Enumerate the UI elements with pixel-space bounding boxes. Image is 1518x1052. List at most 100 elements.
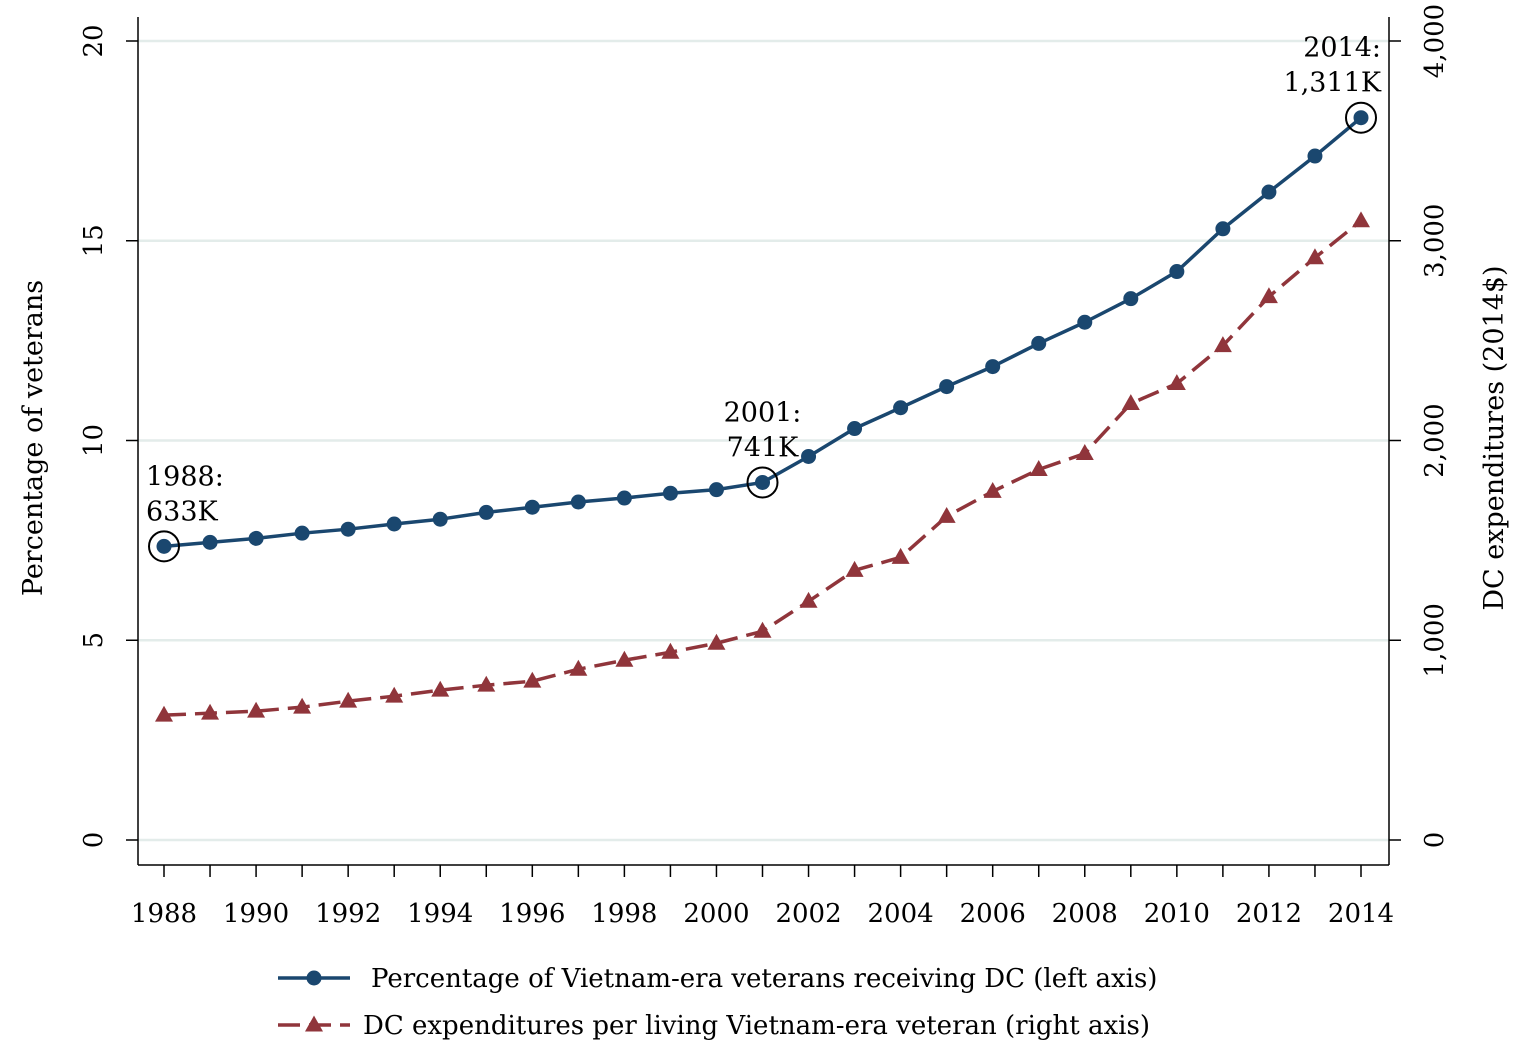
series-1-point	[1261, 184, 1277, 200]
annotation-label: 1988:	[146, 461, 224, 492]
series-layer	[155, 110, 1370, 722]
x-tick-label: 1988	[131, 899, 197, 929]
series-2-point	[1029, 460, 1048, 476]
series-2-point	[845, 560, 864, 577]
legend-label-1: Percentage of Vietnam-era veterans recei…	[371, 964, 1157, 994]
series-2-point	[1213, 336, 1232, 353]
y2-axis-title: DC expenditures (2014$)	[1479, 265, 1510, 610]
series-2-point	[1352, 211, 1370, 228]
legend-label-2: DC expenditures per living Vietnam-era v…	[363, 1011, 1150, 1041]
series-2-point	[983, 481, 1002, 498]
legend-key-marker-1	[306, 970, 322, 986]
y2-tick-label: 0	[1420, 832, 1450, 849]
annotation-layer: 1988: 633K 2001: 741K 2014: 1,311K	[146, 33, 1382, 563]
annotation-circle	[746, 466, 779, 499]
series-1-point	[847, 421, 863, 437]
y2-tick-label: 4,000	[1420, 4, 1450, 78]
series-1-point	[616, 490, 632, 506]
series-1-point	[386, 516, 402, 532]
series-2-point	[431, 680, 450, 697]
y-tick-label: 5	[79, 632, 109, 649]
series-1-point	[524, 499, 540, 515]
series-1-point	[1031, 335, 1047, 351]
series-2-point	[155, 705, 173, 722]
series-2-point	[1075, 444, 1094, 460]
series-1-point	[248, 530, 264, 546]
y2-tick-label: 1,000	[1420, 603, 1450, 677]
series-1-point	[294, 525, 310, 541]
series-2-point	[891, 547, 910, 564]
x-tick-label: 2014	[1328, 899, 1394, 929]
x-tick-label: 2008	[1052, 899, 1118, 929]
axes-layer: 0 5 10 15 20 0 1,000 2,000 3,000 4,000 1988 1990 199…	[18, 4, 1510, 929]
y-axis-title: Percentage of veterans	[18, 280, 49, 596]
y-tick-label: 15	[79, 224, 109, 257]
annotation-label: 1,311K	[1284, 68, 1382, 99]
series-1-point	[755, 474, 770, 490]
y-tick-label: 10	[79, 424, 109, 457]
series-2-point	[1121, 394, 1140, 411]
x-tick-label: 2006	[960, 899, 1026, 929]
x-tick-label: 1990	[223, 899, 289, 929]
series-1-point	[1215, 221, 1231, 237]
grid-layer	[138, 39, 1389, 842]
x-tick-label: 1994	[407, 899, 473, 929]
x-tick-label: 1996	[499, 899, 565, 929]
x-tick-label: 2000	[683, 899, 749, 929]
series-1-point	[432, 511, 448, 527]
series-2-point	[1305, 248, 1324, 265]
annotation-label: 2014:	[1303, 33, 1381, 64]
series-1-point	[662, 485, 678, 501]
legend-key-marker-2	[305, 1015, 323, 1032]
series-1-point	[939, 379, 955, 395]
series-2-point	[385, 686, 404, 703]
series-1-point	[1307, 148, 1323, 164]
series-2-point	[1259, 287, 1278, 304]
legend: Percentage of Vietnam-era veterans recei…	[278, 964, 1157, 1041]
series-1-point	[570, 494, 586, 510]
series-1-point	[1169, 264, 1185, 280]
series-2-point	[753, 621, 772, 638]
series-2-point	[661, 642, 680, 659]
series-2-point	[937, 506, 956, 523]
series-2-point	[201, 703, 220, 720]
annotation-label: 633K	[146, 496, 219, 527]
series-1-point	[1123, 291, 1139, 307]
annotation-label: 2001:	[724, 397, 802, 428]
series-2-point	[799, 591, 818, 608]
series-2-point	[569, 659, 588, 676]
annotation-circle	[148, 530, 180, 563]
series-1-point	[893, 400, 909, 416]
series-1-point	[708, 482, 724, 498]
x-tick-label: 2004	[868, 899, 934, 929]
annotation-label: 741K	[727, 432, 800, 463]
y-tick-label: 0	[79, 832, 109, 849]
series-1-point	[202, 534, 218, 550]
x-tick-label: 2010	[1144, 899, 1210, 929]
series-1-point	[478, 504, 494, 520]
series-2-point	[615, 650, 634, 667]
y2-tick-label: 2,000	[1420, 403, 1450, 477]
x-tick-label: 1998	[591, 899, 657, 929]
series-2-point	[1167, 374, 1186, 391]
series-2-point	[523, 671, 542, 688]
y2-tick-label: 3,000	[1420, 204, 1450, 278]
series-1-point	[1353, 110, 1369, 126]
series-1-point	[985, 359, 1001, 375]
series-2-point	[339, 691, 358, 708]
series-1-point	[801, 448, 817, 464]
series-1-point	[340, 521, 356, 537]
x-tick-label: 1992	[315, 899, 381, 929]
y-tick-label: 20	[79, 24, 109, 57]
series-2-point	[707, 633, 726, 650]
annotation-circle	[1345, 101, 1377, 134]
x-tick-label: 2012	[1236, 899, 1302, 929]
series-2-point	[477, 675, 496, 692]
series-2-point	[293, 697, 312, 714]
series-2-point	[247, 701, 266, 718]
x-tick-label: 2002	[775, 899, 841, 929]
series-1-point	[1077, 314, 1093, 330]
series-1-point	[156, 538, 172, 554]
